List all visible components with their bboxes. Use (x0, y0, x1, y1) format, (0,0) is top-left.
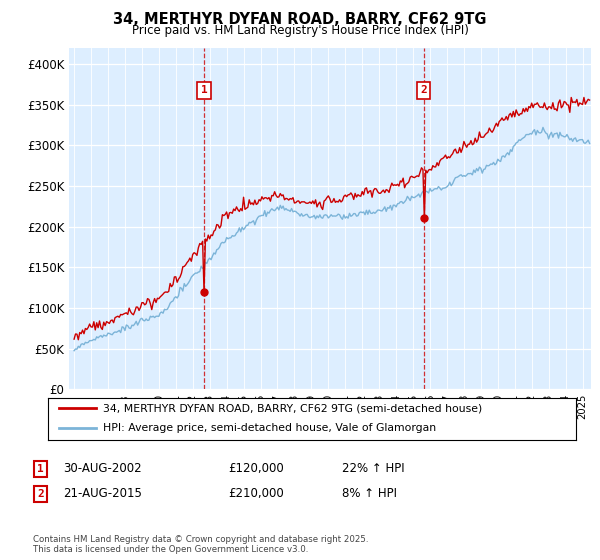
Text: £120,000: £120,000 (228, 462, 284, 475)
Text: Price paid vs. HM Land Registry's House Price Index (HPI): Price paid vs. HM Land Registry's House … (131, 24, 469, 36)
Text: £210,000: £210,000 (228, 487, 284, 501)
Text: 30-AUG-2002: 30-AUG-2002 (63, 462, 142, 475)
Text: 1: 1 (37, 464, 44, 474)
Text: 2: 2 (421, 85, 427, 95)
Text: 22% ↑ HPI: 22% ↑ HPI (342, 462, 404, 475)
Text: Contains HM Land Registry data © Crown copyright and database right 2025.
This d: Contains HM Land Registry data © Crown c… (33, 535, 368, 554)
Text: 1: 1 (201, 85, 208, 95)
Text: 8% ↑ HPI: 8% ↑ HPI (342, 487, 397, 501)
Text: 34, MERTHYR DYFAN ROAD, BARRY, CF62 9TG: 34, MERTHYR DYFAN ROAD, BARRY, CF62 9TG (113, 12, 487, 27)
Text: HPI: Average price, semi-detached house, Vale of Glamorgan: HPI: Average price, semi-detached house,… (103, 423, 437, 433)
Text: 34, MERTHYR DYFAN ROAD, BARRY, CF62 9TG (semi-detached house): 34, MERTHYR DYFAN ROAD, BARRY, CF62 9TG … (103, 403, 482, 413)
Text: 21-AUG-2015: 21-AUG-2015 (63, 487, 142, 501)
Text: 2: 2 (37, 489, 44, 499)
